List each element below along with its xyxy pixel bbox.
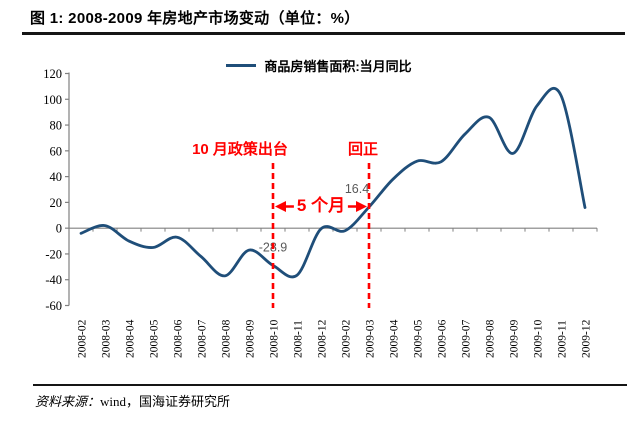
x-axis-label: 2009-07 bbox=[461, 319, 473, 358]
source-note: 资料来源：wind，国海证券研究所 bbox=[35, 391, 230, 410]
series-line bbox=[79, 87, 587, 279]
x-axis-label: 2009-12 bbox=[581, 319, 593, 358]
x-axis-label: 2009-03 bbox=[365, 319, 377, 358]
point-label: 16.4 bbox=[345, 182, 369, 196]
y-axis-label: -60 bbox=[45, 299, 62, 313]
x-axis-label: 2008-11 bbox=[293, 320, 305, 358]
y-axis-label: 40 bbox=[50, 170, 63, 184]
legend-line-swatch bbox=[226, 64, 257, 67]
y-axis-label: 0 bbox=[56, 222, 62, 236]
header-rule bbox=[22, 32, 625, 35]
x-axis-label: 2008-07 bbox=[197, 319, 209, 358]
x-axis-label: 2008-04 bbox=[125, 319, 137, 358]
y-axis-label: 60 bbox=[50, 144, 63, 158]
x-axis-label: 2008-12 bbox=[317, 319, 329, 358]
span-arrow-right-head bbox=[356, 201, 367, 212]
x-axis-label: 2008-03 bbox=[101, 319, 113, 358]
annotation-back-positive-label: 回正 bbox=[347, 141, 379, 158]
annotation-span-label: 5 个月 bbox=[293, 195, 349, 216]
x-axis-label: 2009-04 bbox=[389, 319, 401, 358]
footer-rule bbox=[33, 384, 627, 386]
x-axis-label: 2008-10 bbox=[269, 319, 281, 358]
x-axis-label: 2009-06 bbox=[437, 319, 449, 358]
annotation-policy-label: 10 月政策出台 bbox=[192, 141, 288, 158]
figure-title: 图 1: 2008-2009 年房地产市场变动（单位：%） bbox=[30, 10, 360, 27]
x-axis-label: 2008-06 bbox=[173, 319, 185, 358]
x-axis-label: 2008-05 bbox=[149, 319, 161, 358]
y-axis-label: -20 bbox=[45, 247, 62, 261]
y-axis-label: 100 bbox=[43, 93, 62, 107]
x-axis-label: 2009-05 bbox=[413, 319, 425, 358]
x-axis-label: 2009-09 bbox=[509, 319, 521, 358]
source-text: wind，国海证券研究所 bbox=[100, 394, 231, 409]
x-axis-label: 2009-10 bbox=[533, 319, 545, 358]
legend-label: 商品房销售面积:当月同比 bbox=[264, 59, 412, 74]
x-axis-label: 2009-11 bbox=[557, 320, 569, 358]
x-axis-label: 2008-09 bbox=[245, 319, 257, 358]
y-axis-label: 120 bbox=[43, 67, 62, 81]
source-prefix: 资料来源： bbox=[35, 394, 101, 409]
y-axis-label: 80 bbox=[50, 119, 63, 133]
span-arrow-left-head bbox=[275, 201, 286, 212]
chart-legend: 商品房销售面积:当月同比 bbox=[0, 56, 638, 75]
x-axis-label: 2009-08 bbox=[485, 319, 497, 358]
x-axis-label: 2008-08 bbox=[221, 319, 233, 358]
x-axis-label: 2009-02 bbox=[341, 319, 353, 358]
y-axis-label: -40 bbox=[45, 273, 62, 287]
y-axis-label: 20 bbox=[50, 196, 63, 210]
x-axis-label: 2008-02 bbox=[77, 319, 89, 358]
